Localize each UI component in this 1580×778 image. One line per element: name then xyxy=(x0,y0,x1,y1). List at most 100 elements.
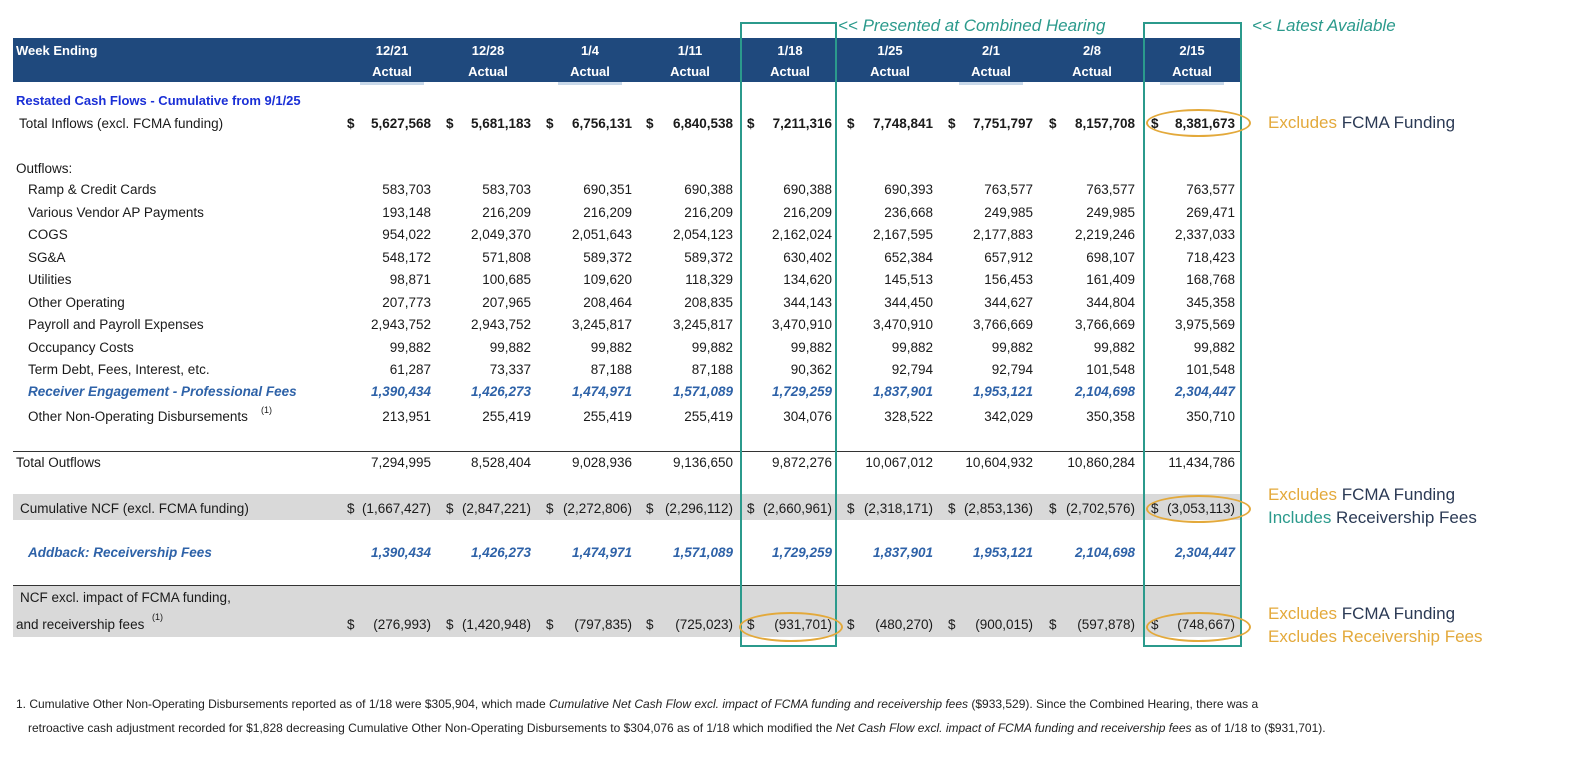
currency-symbol: $ xyxy=(847,617,855,632)
column-header-6: 2/1 Actual xyxy=(946,40,1036,82)
footnote-marker: (1) xyxy=(261,405,272,415)
outflow-row-label: Various Vendor AP Payments xyxy=(28,205,204,220)
cum-ncf-highlight-oval xyxy=(1146,495,1251,523)
value-cell: 3,975,569 xyxy=(1174,317,1235,332)
value-cell: 8,528,404 xyxy=(470,455,531,470)
value-cell: 344,143 xyxy=(783,295,832,310)
value-cell: 630,402 xyxy=(783,250,832,265)
value-cell: 87,188 xyxy=(590,362,632,377)
value-cell: (597,878) xyxy=(1077,617,1135,632)
column-date: 2/8 xyxy=(1082,43,1102,58)
value-cell: 3,766,669 xyxy=(1074,317,1135,332)
value-cell: 10,604,932 xyxy=(965,455,1033,470)
addback-label: Addback: Receivership Fees xyxy=(28,545,212,560)
value-cell: 92,794 xyxy=(891,362,933,377)
column-header-8: 2/15 Actual xyxy=(1147,40,1237,82)
cum-ncf-note-1: Excludes FCMA Funding xyxy=(1268,485,1456,504)
outflow-row-label: Other Non-Operating Disbursements xyxy=(28,409,248,424)
currency-symbol: $ xyxy=(847,116,855,131)
header-underline-strip xyxy=(558,82,622,85)
cum-ncf-band xyxy=(13,494,1241,520)
value-cell: 2,104,698 xyxy=(1074,384,1135,399)
value-cell: 249,985 xyxy=(1086,205,1135,220)
outflow-row-label: Receiver Engagement - Professional Fees xyxy=(28,384,297,399)
column-status: Actual xyxy=(770,64,810,79)
value-cell: 99,882 xyxy=(790,340,832,355)
value-cell: 101,548 xyxy=(1186,362,1235,377)
value-cell: 2,167,595 xyxy=(872,227,933,242)
value-cell: 1,426,273 xyxy=(470,545,531,560)
value-cell: 3,470,910 xyxy=(872,317,933,332)
value-cell: 10,067,012 xyxy=(865,455,933,470)
value-cell: 1,474,971 xyxy=(571,545,632,560)
value-cell: 168,768 xyxy=(1186,272,1235,287)
total-outflows-rule xyxy=(13,451,1241,452)
value-cell: 98,871 xyxy=(389,272,431,287)
currency-symbol: $ xyxy=(1049,116,1057,131)
value-cell: 6,840,538 xyxy=(672,116,733,131)
value-cell: 99,882 xyxy=(991,340,1033,355)
ncf-1-18-highlight-oval xyxy=(739,612,843,642)
value-cell: (1,420,948) xyxy=(461,617,531,632)
value-cell: 216,209 xyxy=(684,205,733,220)
value-cell: (2,853,136) xyxy=(963,501,1033,516)
column-date: 2/15 xyxy=(1179,43,1205,58)
value-cell: 269,471 xyxy=(1186,205,1235,220)
value-cell: 207,965 xyxy=(482,295,531,310)
value-cell: 216,209 xyxy=(583,205,632,220)
value-cell: 1,571,089 xyxy=(672,545,733,560)
value-cell: 87,188 xyxy=(691,362,733,377)
currency-symbol: $ xyxy=(546,116,554,131)
section-title: Restated Cash Flows - Cumulative from 9/… xyxy=(16,93,301,108)
currency-symbol: $ xyxy=(347,617,355,632)
value-cell: 350,710 xyxy=(1186,409,1235,424)
table-header-band xyxy=(13,38,1241,82)
value-cell: 1,571,089 xyxy=(672,384,733,399)
value-cell: 73,337 xyxy=(489,362,531,377)
value-cell: 583,703 xyxy=(482,182,531,197)
value-cell: 2,304,447 xyxy=(1174,545,1235,560)
value-cell: 10,860,284 xyxy=(1067,455,1135,470)
value-cell: 92,794 xyxy=(991,362,1033,377)
value-cell: 763,577 xyxy=(984,182,1033,197)
value-cell: (725,023) xyxy=(675,617,733,632)
value-cell: 583,703 xyxy=(382,182,431,197)
value-cell: 954,022 xyxy=(382,227,431,242)
value-cell: 1,953,121 xyxy=(972,545,1033,560)
value-cell: 9,136,650 xyxy=(672,455,733,470)
value-cell: 2,337,033 xyxy=(1174,227,1235,242)
currency-symbol: $ xyxy=(347,116,355,131)
outflows-label: Outflows: xyxy=(16,161,73,176)
value-cell: 342,029 xyxy=(984,409,1033,424)
currency-symbol: $ xyxy=(446,501,454,516)
inflows-highlight-oval xyxy=(1146,109,1251,137)
value-cell: 236,668 xyxy=(884,205,933,220)
value-cell: 350,358 xyxy=(1086,409,1135,424)
value-cell: 548,172 xyxy=(382,250,431,265)
value-cell: 99,882 xyxy=(1093,340,1135,355)
ncf-excl-rule xyxy=(13,585,1241,586)
value-cell: 2,054,123 xyxy=(672,227,733,242)
value-cell: 763,577 xyxy=(1186,182,1235,197)
value-cell: 7,748,841 xyxy=(872,116,933,131)
value-cell: 3,470,910 xyxy=(771,317,832,332)
column-header-0: 12/21 Actual xyxy=(347,40,437,82)
value-cell: 345,358 xyxy=(1186,295,1235,310)
value-cell: (1,667,427) xyxy=(361,501,431,516)
final-note-1: Excludes FCMA Funding xyxy=(1268,604,1456,623)
outflow-row-label: Payroll and Payroll Expenses xyxy=(28,317,204,332)
value-cell: 3,245,817 xyxy=(672,317,733,332)
value-cell: (276,993) xyxy=(373,617,431,632)
value-cell: 1,953,121 xyxy=(972,384,1033,399)
value-cell: 11,434,786 xyxy=(1168,455,1235,470)
column-date: 1/18 xyxy=(777,43,803,58)
value-cell: 255,419 xyxy=(583,409,632,424)
value-cell: 690,393 xyxy=(884,182,933,197)
value-cell: 99,882 xyxy=(891,340,933,355)
column-status: Actual xyxy=(1172,64,1212,79)
latest-available-column-box xyxy=(1143,22,1242,647)
value-cell: 216,209 xyxy=(783,205,832,220)
value-cell: 207,773 xyxy=(382,295,431,310)
value-cell: 1,426,273 xyxy=(470,384,531,399)
column-header-3: 1/11 Actual xyxy=(645,40,735,82)
